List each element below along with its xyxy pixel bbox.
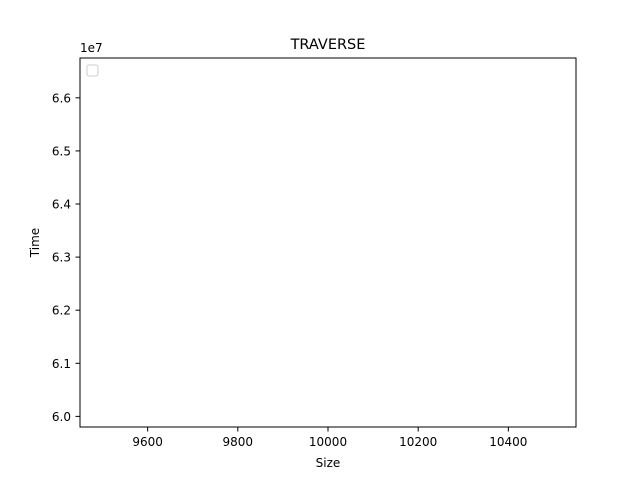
y-axis-offset-label: 1e7 — [80, 41, 103, 55]
x-tick-label: 10400 — [489, 435, 527, 449]
y-axis-label: Time — [28, 228, 42, 258]
y-tick-label: 6.6 — [52, 91, 71, 105]
y-tick-label: 6.3 — [52, 251, 71, 265]
legend-box — [86, 64, 99, 77]
x-axis: 9600 9800 10000 10200 10400 — [132, 427, 527, 449]
x-axis-label: Size — [316, 456, 341, 470]
y-tick-label: 6.5 — [52, 144, 71, 158]
y-tick-label: 6.4 — [52, 198, 71, 212]
y-tick-label: 6.2 — [52, 304, 71, 318]
chart-title: TRAVERSE — [290, 37, 366, 53]
y-axis: 6.0 6.1 6.2 6.3 6.4 6.5 6.6 — [52, 91, 80, 424]
x-tick-label: 10200 — [399, 435, 437, 449]
x-tick-label: 10000 — [309, 435, 347, 449]
plot-area — [79, 57, 577, 428]
y-tick-label: 6.0 — [52, 410, 71, 424]
x-tick-label: 9800 — [223, 435, 254, 449]
x-tick-label: 9600 — [132, 435, 163, 449]
y-tick-label: 6.1 — [52, 357, 71, 371]
